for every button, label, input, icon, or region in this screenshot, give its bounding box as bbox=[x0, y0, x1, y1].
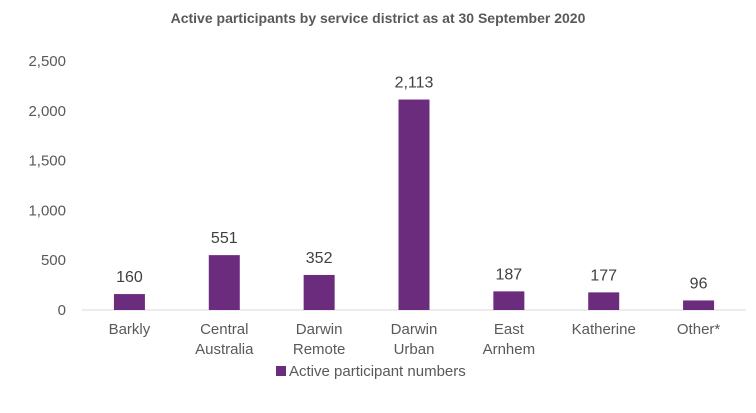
y-tick-label: 2,500 bbox=[28, 53, 66, 70]
y-tick-label: 1,000 bbox=[28, 202, 66, 219]
y-tick-label: 1,500 bbox=[28, 153, 66, 170]
data-label: 551 bbox=[211, 230, 238, 247]
legend-swatch bbox=[276, 366, 286, 376]
chart-title: Active participants by service district … bbox=[171, 10, 586, 26]
x-tick-label: Katherine bbox=[572, 321, 636, 338]
data-labels: 160 551 352 2,113 187 177 96 bbox=[116, 75, 707, 293]
x-tick-label: Darwin Remote bbox=[293, 321, 346, 358]
legend-label: Active participant numbers bbox=[289, 363, 466, 380]
y-tick-label: 500 bbox=[41, 252, 66, 269]
bar bbox=[588, 292, 620, 310]
data-label: 2,113 bbox=[395, 75, 434, 92]
x-tick-label: East Arnhem bbox=[483, 321, 536, 358]
legend: Active participant numbers bbox=[276, 363, 466, 380]
x-axis: Barkly Central Australia Darwin Remote Darwin… bbox=[109, 321, 721, 358]
bar bbox=[303, 274, 335, 310]
x-tick-label: Central Australia bbox=[195, 321, 254, 358]
data-label: 352 bbox=[306, 250, 333, 267]
bars bbox=[113, 99, 715, 310]
y-axis: 0 500 1,000 1,500 2,000 2,500 bbox=[28, 53, 66, 319]
data-label: 96 bbox=[690, 275, 708, 292]
bar bbox=[493, 291, 525, 310]
bar bbox=[398, 99, 430, 310]
bar bbox=[683, 300, 715, 310]
data-label: 177 bbox=[590, 267, 617, 284]
bar bbox=[113, 294, 145, 310]
bar bbox=[208, 255, 240, 310]
x-tick-label: Other* bbox=[677, 321, 721, 338]
y-tick-label: 0 bbox=[58, 302, 66, 319]
data-label: 187 bbox=[496, 266, 523, 283]
y-tick-label: 2,000 bbox=[28, 103, 66, 120]
x-tick-label: Darwin Urban bbox=[391, 321, 438, 358]
x-tick-label: Barkly bbox=[109, 321, 151, 338]
data-label: 160 bbox=[116, 269, 143, 286]
